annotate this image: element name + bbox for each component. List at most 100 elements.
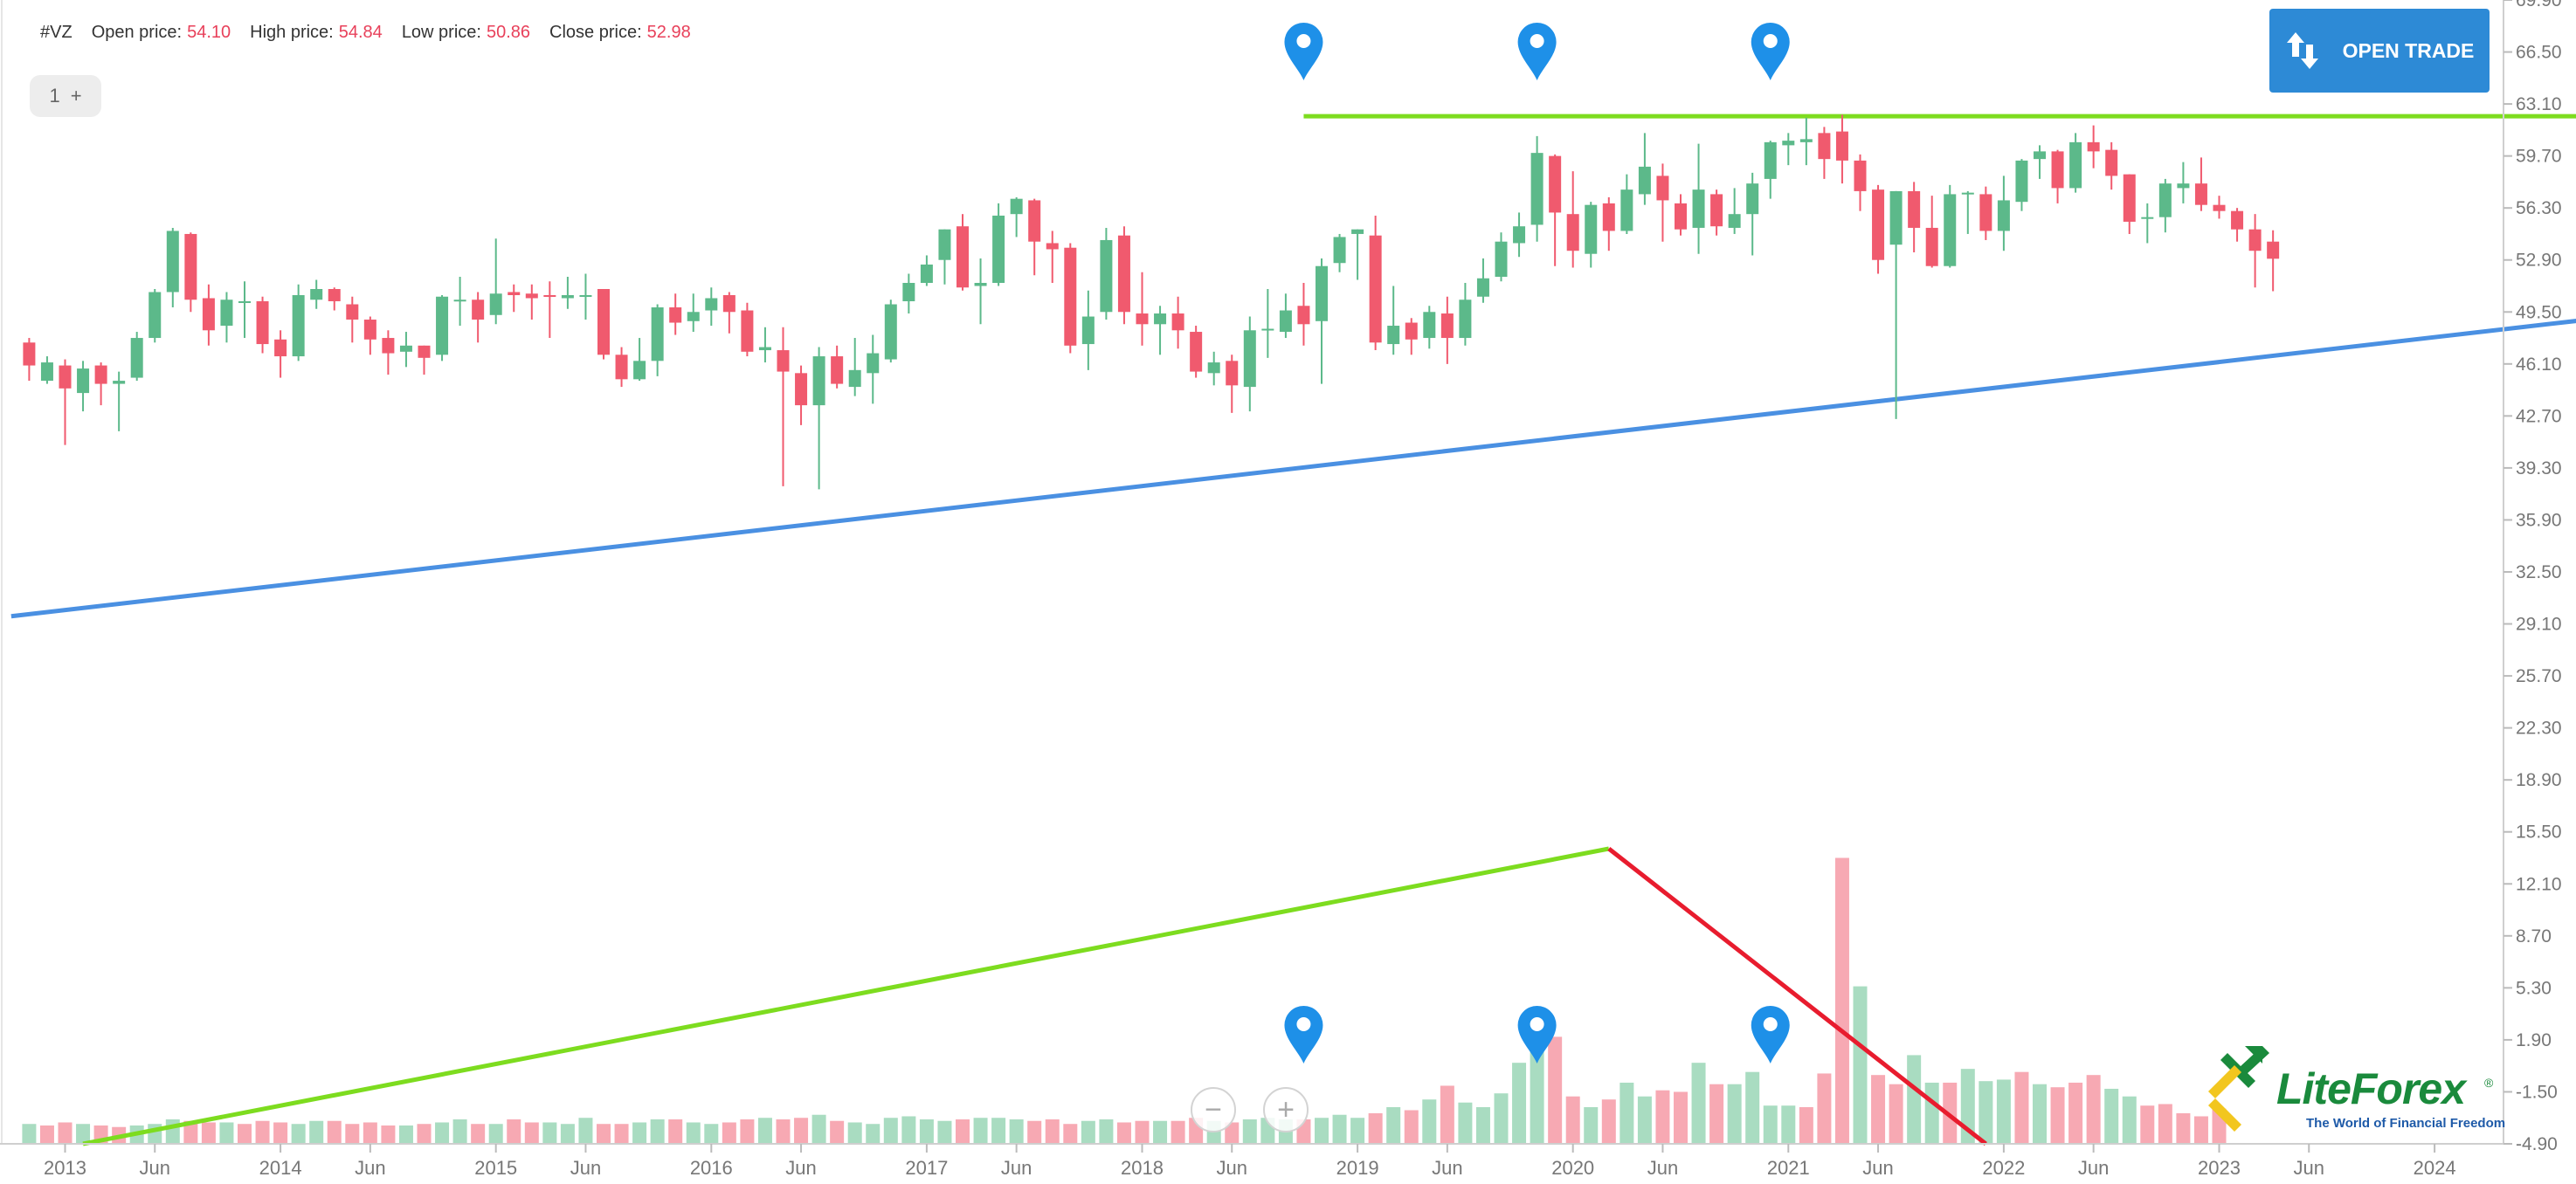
volume-bar (1171, 1120, 1185, 1144)
candle (238, 281, 251, 339)
candle (687, 293, 700, 333)
x-tick-label: 2022 (1982, 1157, 2025, 1179)
volume-bar (2086, 1075, 2101, 1144)
volume-bar (937, 1120, 952, 1144)
candle-body (2087, 141, 2100, 152)
volume-bar (919, 1119, 934, 1144)
candle (346, 296, 359, 343)
candle (992, 203, 1005, 286)
candle (812, 347, 825, 490)
candle (705, 287, 718, 327)
candle-body (1925, 227, 1938, 266)
candle (1261, 289, 1274, 358)
y-tick-label: 52.90 (2516, 251, 2562, 271)
candle (23, 338, 36, 382)
candle-body (669, 307, 682, 323)
volume-bar (1368, 1112, 1383, 1144)
candle-body (1656, 176, 1669, 201)
zoom-out-button[interactable]: − (1191, 1087, 1236, 1132)
candle-body (1585, 204, 1598, 254)
open-trade-button[interactable]: OPEN TRADE (2269, 9, 2490, 93)
candle-body (418, 345, 431, 358)
layer-count-badge[interactable]: 1 + (30, 75, 101, 117)
candle-body (472, 299, 485, 320)
candle (1675, 194, 1687, 236)
candle-body (1297, 306, 1310, 325)
x-tick-label: 2024 (2414, 1157, 2456, 1179)
volume-bar (255, 1120, 270, 1144)
candle (310, 279, 323, 309)
y-tick-label: -1.50 (2516, 1082, 2558, 1102)
candle-body (148, 292, 162, 339)
candle-body (1154, 313, 1167, 325)
candle (2267, 230, 2280, 292)
volume-bar (1440, 1085, 1454, 1144)
candle-body (2267, 241, 2280, 259)
volume-bar (1727, 1084, 1742, 1144)
candle (1854, 154, 1867, 211)
candle-body (920, 264, 933, 283)
high-price-label: High price: (250, 23, 334, 42)
candle (2069, 133, 2082, 193)
volume-bar (2122, 1096, 2137, 1144)
candle-body (525, 293, 538, 299)
close-price: Close price: 52.98 (549, 23, 691, 43)
candle (1226, 355, 1239, 413)
candle (1369, 215, 1382, 351)
candle-body (1279, 310, 1292, 333)
candle-body (1799, 139, 1813, 142)
candle-body (1261, 328, 1274, 331)
volume-bar (524, 1122, 539, 1144)
y-tick-label: 46.10 (2516, 355, 2562, 375)
candle-body (1387, 326, 1400, 345)
candle (2051, 149, 2064, 203)
candle (1585, 202, 1598, 268)
logo-mark-icon (2208, 1046, 2269, 1132)
volume-bar (1027, 1120, 1042, 1144)
candle-body (238, 301, 251, 304)
map-pin-icon (1284, 1006, 1323, 1064)
candle (1513, 212, 1526, 258)
pin-dot (1530, 34, 1544, 48)
pin-shape (1284, 23, 1323, 80)
volume-bar (632, 1122, 647, 1144)
x-tick-label: 2016 (690, 1157, 733, 1179)
candle-body (1136, 313, 1149, 325)
candle-body (1476, 278, 1489, 297)
candle (633, 338, 646, 382)
candle (1351, 229, 1364, 280)
candle-body (1566, 214, 1579, 251)
volume-bar (1494, 1093, 1509, 1144)
y-tick-label: 25.70 (2516, 666, 2562, 686)
volume-bar (2068, 1082, 2083, 1144)
candle (884, 299, 897, 363)
up-down-arrows-icon (2286, 32, 2318, 69)
candle-body (1818, 133, 1831, 160)
candle-body (382, 338, 395, 354)
candle-body (2069, 141, 2082, 189)
volume-bar (776, 1119, 791, 1144)
y-tick-label: 56.30 (2516, 198, 2562, 218)
candle (1961, 190, 1974, 234)
candle (220, 292, 233, 343)
pin-dot (1530, 1017, 1544, 1031)
candle-body (974, 282, 987, 286)
x-tick-label: Jun (1862, 1157, 1893, 1179)
candle (561, 276, 574, 309)
high-price-value: 54.84 (338, 23, 383, 42)
open-price: Open price: 54.10 (92, 23, 231, 43)
candle-body (1908, 190, 1921, 228)
candle-body (1835, 131, 1848, 161)
candle-body (77, 368, 90, 394)
candle (1476, 258, 1489, 303)
pin-shape (1517, 1006, 1557, 1064)
y-tick-label: -4.90 (2516, 1134, 2558, 1154)
volume-bar (597, 1124, 611, 1144)
candle-body (867, 353, 880, 374)
x-tick-label: 2013 (44, 1157, 86, 1179)
volume-bar (560, 1124, 575, 1144)
zoom-in-button[interactable]: + (1263, 1087, 1309, 1132)
candle-body (310, 289, 323, 300)
candle-body (1207, 362, 1220, 374)
